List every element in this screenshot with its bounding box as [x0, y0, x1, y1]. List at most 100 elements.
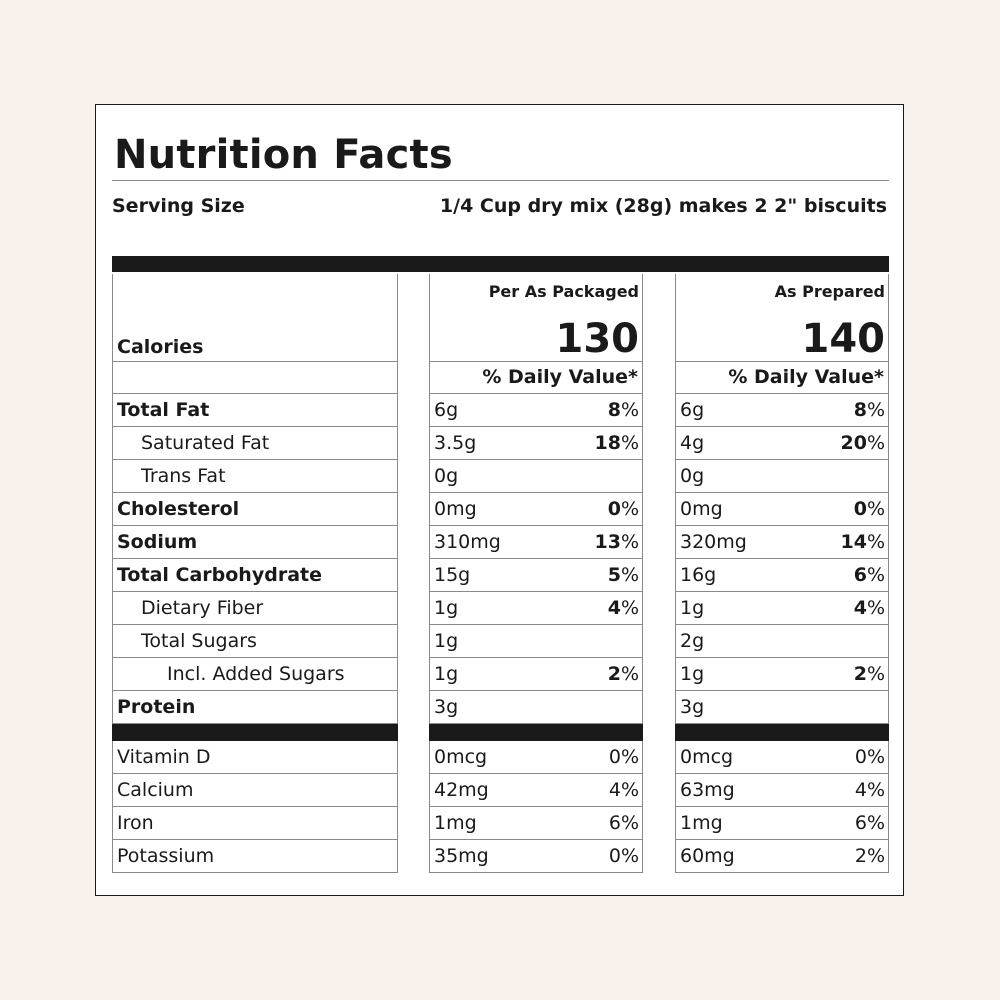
- prepared-daily-value: 6%: [854, 564, 885, 586]
- calories-label: Calories: [112, 274, 398, 362]
- packaged-value-cell: 1g 4%: [429, 590, 643, 625]
- table-row: 15g 5%: [429, 557, 643, 592]
- table-row: Calcium: [112, 772, 398, 807]
- prepared-value-cell: 1mg 6%: [675, 805, 889, 840]
- table-row: 0mcg 0%: [675, 739, 889, 774]
- prepared-daily-value-number: 0: [854, 745, 867, 768]
- packaged-daily-value-number: 5: [607, 563, 621, 586]
- prepared-value-cell: 4g 20%: [675, 425, 889, 460]
- prepared-daily-value-number: 4: [853, 596, 867, 619]
- table-row: 3g: [675, 689, 889, 724]
- prepared-dv-header: % Daily Value*: [675, 360, 889, 394]
- table-row: Total Sugars: [112, 623, 398, 658]
- percent-sign: %: [620, 844, 639, 867]
- packaged-daily-value: 2%: [608, 663, 639, 685]
- packaged-daily-value-number: 0: [608, 745, 621, 768]
- table-row: Dietary Fiber: [112, 590, 398, 625]
- prepared-daily-value-number: 2: [853, 662, 867, 685]
- table-row: 1g 4%: [675, 590, 889, 625]
- prepared-daily-value: 2%: [854, 663, 885, 685]
- nutrient-name: Cholesterol: [112, 491, 398, 526]
- table-row: Saturated Fat: [112, 425, 398, 460]
- packaged-amount: 1g: [434, 596, 459, 619]
- percent-sign: %: [866, 431, 885, 454]
- packaged-amount: 35mg: [434, 844, 489, 867]
- percent-sign: %: [620, 563, 639, 586]
- percent-sign: %: [866, 530, 885, 553]
- packaged-daily-value: 4%: [608, 597, 639, 619]
- packaged-daily-value: 6%: [609, 812, 639, 834]
- packaged-header: Per As Packaged 130: [429, 274, 643, 362]
- table-row: 6g 8%: [675, 392, 889, 427]
- prepared-daily-value: 0%: [855, 746, 885, 768]
- packaged-value-cell: 6g 8%: [429, 392, 643, 427]
- prepared-daily-value: 14%: [840, 531, 885, 553]
- table-row: 1g 2%: [675, 656, 889, 691]
- table-row: 3g: [429, 689, 643, 724]
- percent-sign: %: [620, 662, 639, 685]
- thick-divider: [112, 722, 398, 741]
- packaged-dv-header: % Daily Value*: [429, 360, 643, 394]
- packaged-amount: 15g: [434, 563, 471, 586]
- percent-sign: %: [620, 431, 639, 454]
- table-row: 16g 6%: [675, 557, 889, 592]
- prepared-value-cell: 0mg 0%: [675, 491, 889, 526]
- percent-sign: %: [620, 398, 639, 421]
- prepared-amount: 320mg: [680, 530, 747, 553]
- nutrient-name: Sodium: [112, 524, 398, 559]
- packaged-value-cell: 42mg 4%: [429, 772, 643, 807]
- prepared-value-cell: 1g 2%: [675, 656, 889, 691]
- title-divider: [112, 180, 889, 181]
- table-row: 60mg 2%: [675, 838, 889, 873]
- thick-divider: [429, 722, 643, 741]
- percent-sign: %: [620, 811, 639, 834]
- percent-sign: %: [866, 844, 885, 867]
- serving-size-label: Serving Size: [112, 195, 245, 217]
- prepared-amount: 60mg: [680, 844, 735, 867]
- prepared-amount: 1g: [680, 596, 705, 619]
- percent-sign: %: [620, 596, 639, 619]
- nutrient-name: Total Fat: [112, 392, 398, 427]
- prepared-amount: 0mg: [680, 497, 723, 520]
- percent-sign: %: [866, 398, 885, 421]
- prepared-value-cell: 320mg 14%: [675, 524, 889, 559]
- nutrient-name: Total Carbohydrate: [112, 557, 398, 592]
- percent-sign: %: [620, 497, 639, 520]
- divider-bar: [675, 722, 889, 741]
- prepared-daily-value-number: 6: [853, 563, 867, 586]
- table-row: 3.5g 18%: [429, 425, 643, 460]
- prepared-value-cell: 0mcg 0%: [675, 739, 889, 774]
- packaged-value-cell: 0g: [429, 458, 643, 493]
- prepared-daily-value-number: 14: [840, 530, 867, 553]
- packaged-value-cell: 15g 5%: [429, 557, 643, 592]
- prepared-value-cell: 63mg 4%: [675, 772, 889, 807]
- nutrient-name: Potassium: [112, 838, 398, 873]
- prepared-daily-value-number: 0: [853, 497, 867, 520]
- table-row: 1mg 6%: [429, 805, 643, 840]
- percent-sign: %: [866, 563, 885, 586]
- prepared-daily-value: 6%: [855, 812, 885, 834]
- divider-bar: [429, 722, 643, 741]
- nutrient-name: Iron: [112, 805, 398, 840]
- table-row: 1g: [429, 623, 643, 658]
- packaged-daily-value: 5%: [608, 564, 639, 586]
- nutrient-label-column: Calories Total Fat Saturated Fat Trans Fat…: [112, 274, 398, 873]
- thick-divider: [112, 256, 889, 272]
- prepared-value-cell: 60mg 2%: [675, 838, 889, 873]
- table-row: 6g 8%: [429, 392, 643, 427]
- table-row: 0mcg 0%: [429, 739, 643, 774]
- prepared-value-cell: 3g: [675, 689, 889, 724]
- prepared-value-cell: 1g 4%: [675, 590, 889, 625]
- prepared-value-cell: 16g 6%: [675, 557, 889, 592]
- packaged-amount: 1g: [434, 629, 459, 652]
- prepared-daily-value-number: 2: [854, 844, 867, 867]
- table-row: 0mg 0%: [675, 491, 889, 526]
- packaged-daily-value: 18%: [594, 432, 639, 454]
- prepared-amount: 3g: [680, 695, 705, 718]
- percent-sign: %: [620, 778, 639, 801]
- prepared-amount: 0mcg: [680, 745, 734, 768]
- prepared-daily-value-number: 4: [854, 778, 867, 801]
- packaged-amount: 3g: [434, 695, 459, 718]
- packaged-daily-value: 8%: [608, 399, 639, 421]
- packaged-value-cell: 3g: [429, 689, 643, 724]
